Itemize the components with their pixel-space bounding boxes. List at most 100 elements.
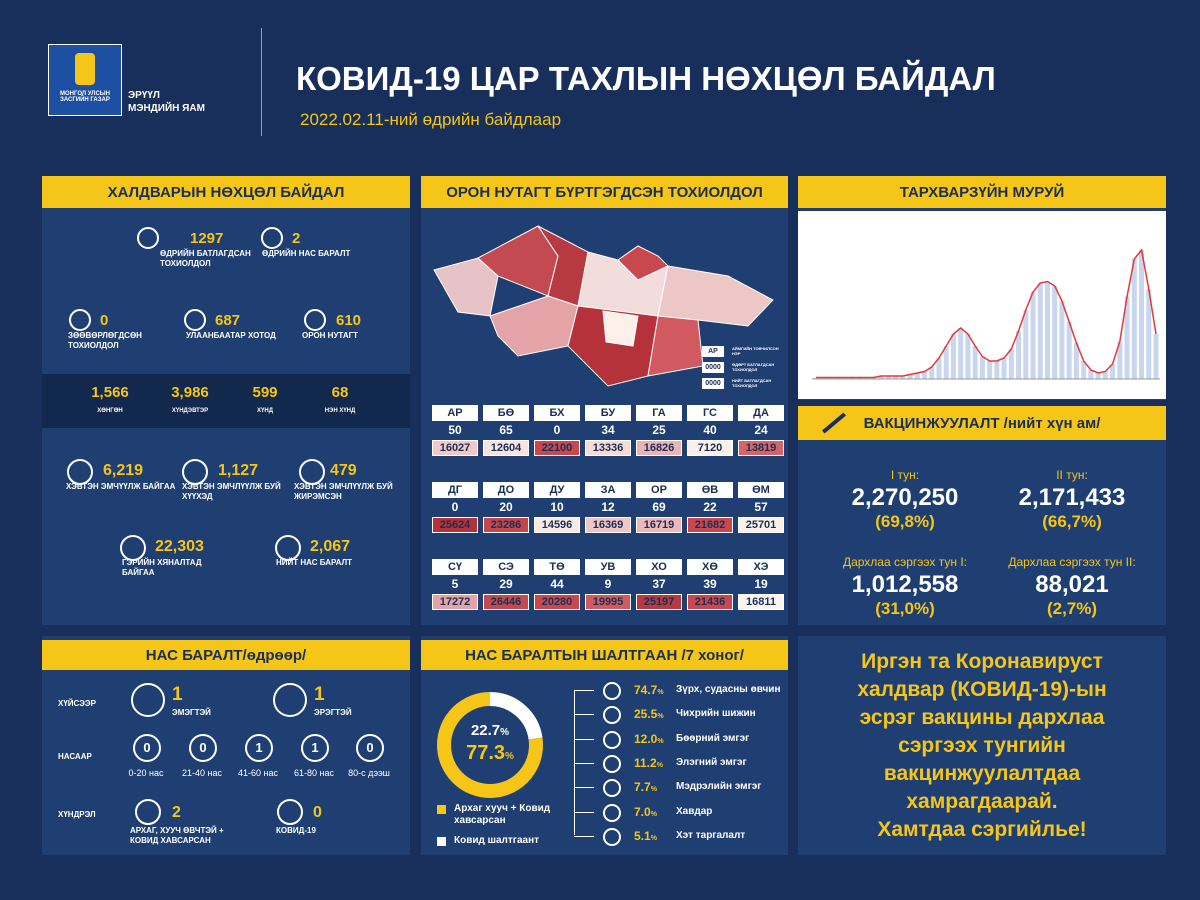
curve-bar	[914, 373, 920, 379]
age-circle: 0	[356, 734, 384, 762]
age-circle: 0	[133, 734, 161, 762]
cause-label: Хавдар	[676, 805, 713, 817]
age-circle: 0	[189, 734, 217, 762]
death-label: АРХАГ, ХУУЧ ӨВЧТЭЙ + КОВИД ХАВСАРСАН	[130, 826, 224, 845]
province-daily: 24	[754, 423, 768, 437]
cause-value: 25.5%	[634, 707, 664, 721]
stat-value: 1,127	[218, 462, 259, 479]
stat-label: УЛААНБААТАР ХОТОД	[186, 331, 276, 340]
legend-text: НИЙТ БАТЛАГДСАН ТОХИОЛДОЛ	[732, 378, 772, 388]
curve-bar	[979, 356, 985, 379]
curve-bar	[1044, 281, 1050, 379]
stat-label: ӨДРИЙН БАТЛАГДСАН ТОХИОЛДОЛ	[160, 249, 251, 268]
stat-value: 1297	[190, 230, 224, 247]
province-code: ТӨ	[534, 559, 580, 575]
stat-value: 2	[292, 230, 301, 247]
severity-label: ХҮНДЭВТЭР	[171, 408, 209, 414]
stat-label: ХЭВТЭН ЭМЧЛҮҮЛЖ БУЙ ЖИРЭМСЭН	[294, 482, 393, 501]
legend-swatch	[437, 837, 446, 846]
message-line: халдвар (КОВИД-19)-ын	[857, 678, 1107, 701]
cause-value: 5.1%	[634, 829, 657, 843]
province-total: 17272	[432, 594, 478, 610]
curve-bar	[1110, 364, 1116, 379]
province-daily: 20	[499, 500, 513, 514]
dose-value: 2,270,250	[851, 484, 959, 511]
logo-emblem	[75, 53, 95, 85]
age-label: 80-с дээш	[348, 768, 390, 778]
dose-percent: (66,7%)	[1042, 512, 1102, 531]
map-region	[657, 265, 774, 327]
severity-value: 599	[252, 384, 278, 401]
curve-bar	[994, 361, 1000, 379]
cause-label: Зүрх, судасны өвчин	[676, 684, 781, 695]
icon	[261, 227, 283, 249]
province-daily: 0	[451, 500, 459, 514]
icon	[275, 535, 301, 561]
curve-bar	[1030, 292, 1036, 379]
stat-label: ХЭВТЭН ЭМЧҮҮЛЖ БАЙГАА	[66, 482, 176, 491]
province-code: БУ	[585, 405, 631, 421]
province-daily: 44	[550, 577, 564, 591]
icon	[603, 682, 621, 700]
legend-swatch	[437, 805, 446, 814]
dose-label: Дархлаа сэргээх тун II:	[1008, 555, 1136, 569]
icon	[603, 803, 621, 822]
cause-value: 11.2%	[634, 756, 663, 770]
cause-percent: 7.7	[634, 780, 651, 795]
row-label: ХҮЙСЭЭР	[58, 699, 96, 708]
unit: %	[656, 761, 663, 769]
province-code: УВ	[585, 559, 631, 575]
unit: %	[657, 713, 664, 721]
bracket-tick	[574, 762, 594, 764]
unit: %	[650, 834, 657, 842]
panel-header: ОРОН НУТАГТ БҮРТГЭГДСЭН ТОХИОЛДОЛ	[421, 176, 788, 208]
dose-label: II тун:	[1056, 468, 1088, 482]
map	[433, 225, 774, 387]
bracket-tick	[574, 738, 594, 740]
unit: %	[657, 737, 664, 745]
dose-label: I тун:	[890, 468, 920, 482]
map-region	[617, 245, 669, 281]
cause-label: Хэт таргалалт	[676, 829, 746, 841]
icon	[603, 827, 621, 846]
row-label: ХҮНДРЭЛ	[58, 810, 96, 819]
province-daily: 65	[499, 423, 513, 437]
syringe-icon	[821, 412, 847, 434]
age-label: 21-40 нас	[182, 768, 222, 778]
map-region	[489, 295, 579, 357]
cause-value: 12.0%	[634, 732, 664, 746]
curve-bar	[907, 374, 913, 379]
severity-label: НЭН ХҮНД	[324, 408, 356, 414]
curve-bar	[1117, 341, 1123, 379]
curve-bar	[950, 334, 956, 379]
death-value: 1	[172, 684, 183, 705]
curve-bar	[943, 346, 949, 379]
curve-bar	[1052, 286, 1058, 379]
dose-percent: (2,7%)	[1046, 599, 1098, 618]
severity-band	[42, 374, 410, 428]
curve-bar	[1095, 373, 1101, 379]
subtitle: 2022.02.11-ний өдрийн байдлаар	[300, 110, 562, 129]
province-daily: 34	[601, 423, 615, 437]
bracket	[574, 690, 575, 835]
legend-label: Ковид шалтгаант	[454, 835, 540, 846]
death-value: 1	[314, 684, 325, 705]
province-daily: 29	[499, 577, 513, 591]
icon	[603, 754, 621, 773]
message-line: эсрэг вакцины дархлаа	[859, 706, 1105, 729]
province-daily: 57	[754, 500, 768, 514]
curve-bar	[929, 367, 935, 379]
bracket-tick	[574, 714, 594, 716]
severity-label: ХӨНГӨН	[97, 408, 123, 414]
donut-label: 77.3%	[440, 742, 540, 765]
province-code: БӨ	[483, 405, 529, 421]
message-line: сэргээх тунгийн	[898, 734, 1066, 757]
province-daily: 69	[652, 500, 666, 514]
icon	[137, 227, 159, 249]
stat-label: ӨДРИЙН НАС БАРАЛТ	[262, 249, 351, 258]
province-daily: 25	[652, 423, 666, 437]
unit: %	[650, 786, 657, 794]
panel-header: НАС БАРАЛТ/өдрөөр/	[42, 640, 410, 670]
bracket-tick	[574, 690, 594, 691]
province-total: 21436	[687, 594, 733, 610]
